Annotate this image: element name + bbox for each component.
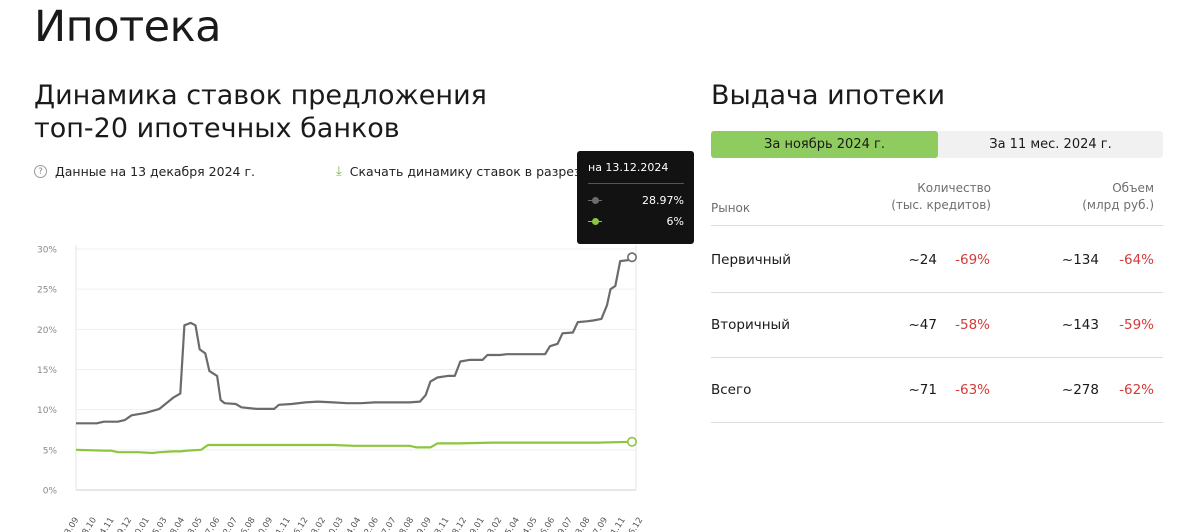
period-tabs: За ноябрь 2024 г. За 11 мес. 2024 г. [711, 131, 1163, 158]
x-tick-label: 16.12 [624, 516, 645, 532]
x-tick-label: 19.01 [465, 516, 486, 532]
x-tick-label: 19.12 [113, 516, 134, 532]
tab-11-months-2024[interactable]: За 11 мес. 2024 г. [989, 137, 1112, 152]
table-divider [711, 225, 1163, 226]
x-tick-label: 19.09 [413, 516, 434, 532]
x-tick-label: 11.11 [272, 516, 293, 532]
tooltip-row-subsidized: 6% [588, 214, 684, 228]
x-tick-label: 15.04 [501, 516, 522, 532]
chart-title: Динамика ставок предложения топ-20 ипоте… [34, 79, 594, 145]
x-tick-label: 14.11 [95, 516, 116, 532]
x-tick-label: 10.01 [131, 516, 152, 532]
y-tick-label: 15% [37, 366, 57, 376]
table-divider [711, 357, 1163, 358]
row-volume: ~134 [1061, 252, 1099, 268]
x-tick-label: 14.05 [518, 516, 539, 532]
row-count-change: -69% [955, 252, 990, 268]
row-count-change: -58% [955, 317, 990, 333]
x-tick-label: 13.02 [307, 516, 328, 532]
x-tick-label: 08.10 [78, 516, 99, 532]
data-date-text: Данные на 13 декабря 2024 г. [55, 164, 255, 179]
x-tick-label: 19.07 [554, 516, 575, 532]
table-row: Первичный ~24 -69% ~134 -64% [711, 228, 1163, 293]
header-market: Рынок [711, 201, 751, 215]
row-market: Вторичный [711, 317, 790, 333]
row-count: ~47 [908, 317, 938, 333]
x-tick-label: 17.07 [377, 516, 398, 532]
chart-tooltip: на 13.12.2024 28.97% 6% [577, 151, 694, 244]
row-count-change: -63% [955, 382, 990, 398]
x-tick-label: 13.08 [571, 516, 592, 532]
x-tick-label: 17.09 [589, 516, 610, 532]
series-line [76, 256, 633, 425]
chart-title-line-1: Динамика ставок предложения [34, 80, 487, 111]
header-count-line-1: Количество [917, 181, 991, 195]
x-tick-label: 17.06 [201, 516, 222, 532]
x-tick-label: 13.05 [183, 516, 204, 532]
row-volume-change: -64% [1119, 252, 1154, 268]
y-tick-label: 5% [43, 446, 58, 456]
y-tick-label: 25% [37, 286, 57, 296]
row-volume-change: -59% [1119, 317, 1154, 333]
tooltip-rate-value: 28.97% [642, 193, 684, 207]
chart-title-line-2: топ-20 ипотечных банков [34, 113, 400, 144]
header-volume-line-2: (млрд руб.) [1082, 198, 1154, 212]
row-count: ~24 [908, 252, 938, 268]
x-tick-label: 13.09 [60, 516, 81, 532]
y-tick-label: 10% [37, 406, 57, 416]
tab-november-2024[interactable]: За ноябрь 2024 г. [711, 131, 938, 158]
x-tick-label: 16.12 [289, 516, 310, 532]
header-volume-line-1: Объем [1112, 181, 1154, 195]
x-tick-label: 13.02 [483, 516, 504, 532]
row-volume: ~143 [1061, 317, 1099, 333]
series-endpoint [626, 436, 637, 447]
x-tick-label: 15.03 [148, 516, 169, 532]
table-row: Вторичный ~47 -58% ~143 -59% [711, 293, 1163, 358]
table-row: Всего ~71 -63% ~278 -62% [711, 358, 1163, 423]
header-count-line-2: (тыс. кредитов) [891, 198, 991, 212]
y-tick-label: 0% [43, 487, 58, 497]
x-tick-label: 16.06 [536, 516, 557, 532]
x-tick-label: 16.08 [236, 516, 257, 532]
row-volume: ~278 [1061, 382, 1099, 398]
series-marker-icon [588, 217, 602, 225]
x-tick-label: 13.11 [430, 516, 451, 532]
question-icon[interactable]: ? [34, 165, 47, 178]
x-tick-label: 10.09 [254, 516, 275, 532]
download-link-text[interactable]: Скачать динамику ставок в разрезе [349, 164, 589, 179]
table-divider [711, 292, 1163, 293]
issuance-title: Выдача ипотеки [711, 80, 946, 111]
x-tick-label: 18.08 [395, 516, 416, 532]
row-market: Первичный [711, 252, 791, 268]
row-market: Всего [711, 382, 752, 398]
x-tick-label: 12.06 [360, 516, 381, 532]
x-tick-label: 18.04 [166, 516, 187, 532]
x-tick-label: 10.03 [324, 516, 345, 532]
download-link[interactable]: ⤓ Скачать динамику ставок в разрезе [336, 164, 588, 179]
header-count: Количество (тыс. кредитов) [891, 180, 991, 214]
download-icon: ⤓ [336, 164, 342, 179]
table-divider [711, 422, 1163, 423]
row-volume-change: -62% [1119, 382, 1154, 398]
tooltip-row-rate: 28.97% [588, 193, 684, 207]
page-title: Ипотека [34, 2, 221, 52]
x-tick-label: 14.04 [342, 516, 363, 532]
tooltip-separator [588, 183, 684, 184]
y-tick-label: 30% [37, 246, 57, 256]
header-volume: Объем (млрд руб.) [1082, 180, 1154, 214]
x-tick-label: 01.11 [606, 516, 627, 532]
y-tick-label: 20% [37, 326, 57, 336]
series-marker-icon [588, 196, 602, 204]
data-date-note: ? Данные на 13 декабря 2024 г. [34, 164, 255, 179]
row-count: ~71 [908, 382, 938, 398]
x-tick-label: 18.12 [448, 516, 469, 532]
x-tick-label: 12.07 [219, 516, 240, 532]
series-endpoint [626, 252, 637, 263]
tooltip-subsidized-value: 6% [666, 214, 684, 228]
rates-chart[interactable]: 0%5%10%15%20%25%30%13.0908.1014.1119.121… [0, 235, 660, 532]
tooltip-date: на 13.12.2024 [588, 161, 669, 174]
series-line [75, 440, 633, 455]
